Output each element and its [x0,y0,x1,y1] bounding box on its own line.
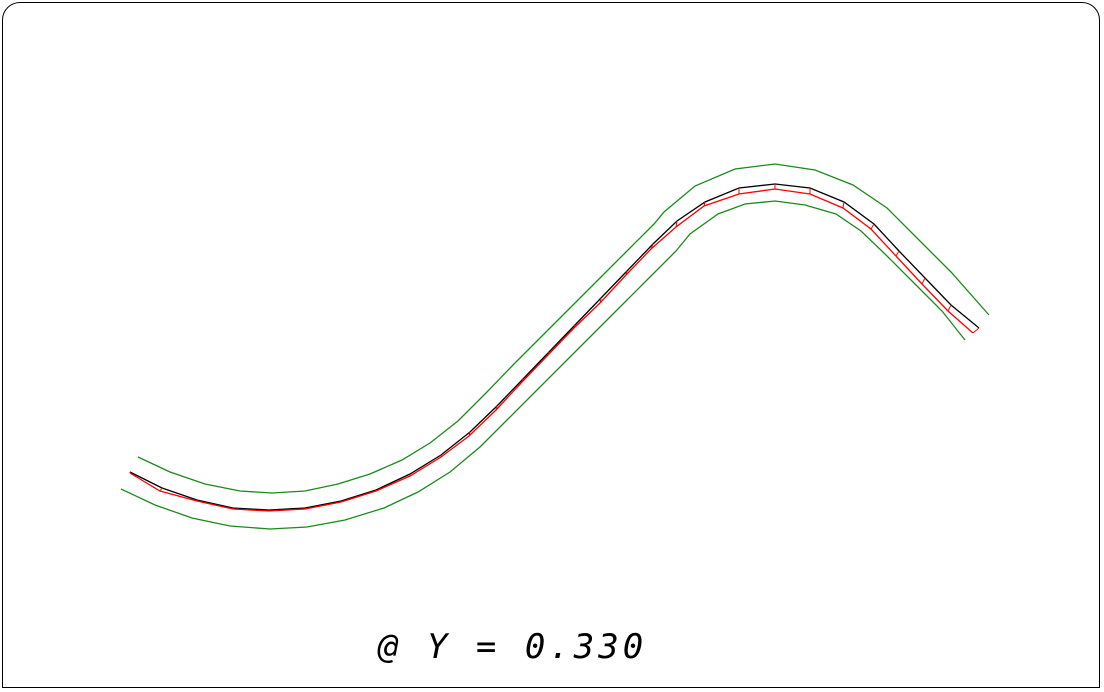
profile-curve [129,183,980,511]
segment-tick [625,270,628,276]
upper-envelope-curve [137,163,990,494]
segment-tick [159,487,163,492]
segment-tick [870,223,875,230]
segment-tick [842,201,845,209]
segment-tick [921,277,926,285]
section-caption: @ Y = 0.330 [378,627,648,667]
segment-tick [599,297,602,304]
segment-tick [675,220,678,228]
segment-tick [972,327,980,334]
segment-tick [895,250,900,257]
segment-tick [650,243,654,250]
segment-ticks [129,184,980,511]
segment-tick [521,378,524,383]
segment-tick [468,431,471,437]
lower-envelope-curve [120,200,966,530]
segment-tick [703,201,706,207]
segment-tick [947,304,952,312]
segment-tick [573,324,576,329]
segment-tick [495,405,498,411]
segment-tick [547,351,550,356]
